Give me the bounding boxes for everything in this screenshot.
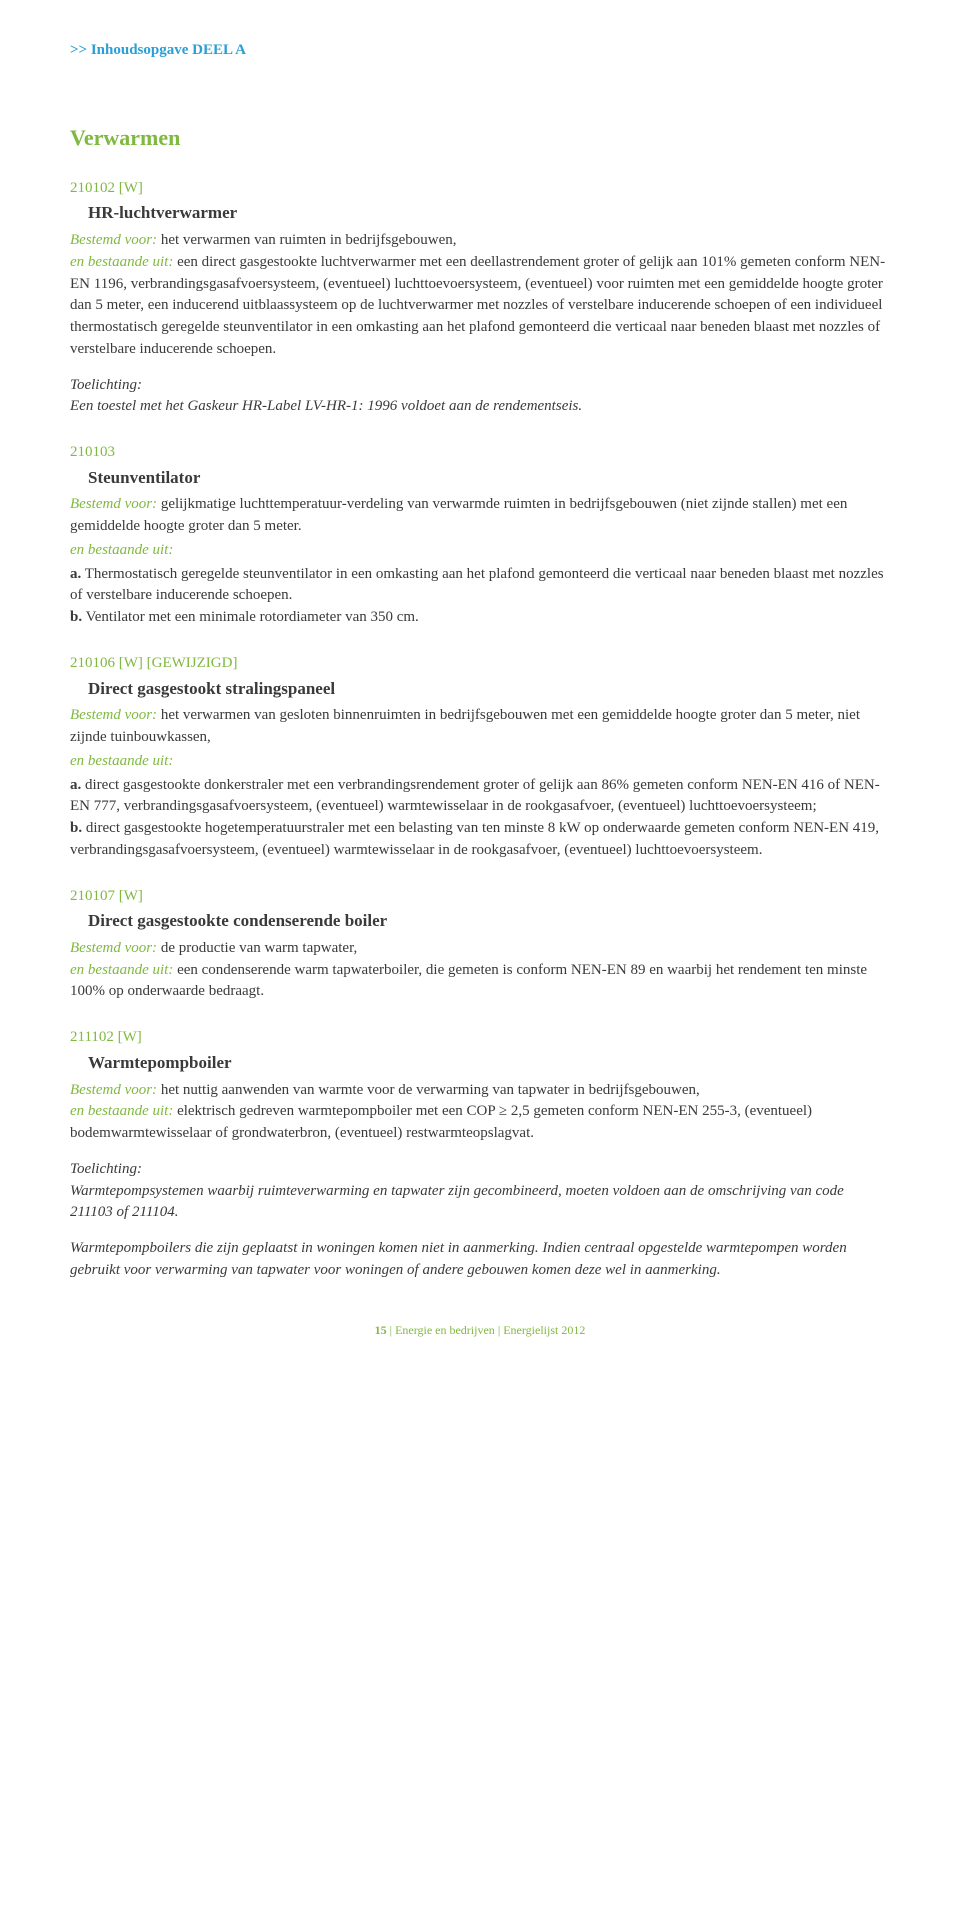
entry-code: 210106 [W] [GEWIJZIGD] — [70, 653, 890, 675]
bestaande-text: elektrisch gedreven warmtepompboiler met… — [70, 1103, 812, 1141]
toelichting-head: Toelichting: — [70, 375, 890, 397]
entry-title: Steunventilator — [70, 466, 890, 491]
entry-body: Bestemd voor: gelijkmatige luchttemperat… — [70, 494, 890, 629]
entry-211102: 211102 [W] Warmtepompboiler Bestemd voor… — [70, 1027, 890, 1281]
bestaande-label: en bestaande uit: — [70, 1103, 173, 1119]
entry-code: 211102 [W] — [70, 1027, 890, 1049]
item-b-label: b. — [70, 820, 82, 836]
footer-sep2: | — [495, 1323, 503, 1337]
entry-210107: 210107 [W] Direct gasgestookte condenser… — [70, 886, 890, 1004]
item-b-text: Ventilator met een minimale rotordiamete… — [82, 609, 419, 625]
entry-210106: 210106 [W] [GEWIJZIGD] Direct gasgestook… — [70, 653, 890, 862]
bestemd-text: het verwarmen van gesloten binnenruimten… — [70, 707, 860, 745]
toelichting: Toelichting: Warmtepompsystemen waarbij … — [70, 1159, 890, 1282]
item-b-label: b. — [70, 609, 82, 625]
toelichting: Toelichting: Een toestel met het Gaskeur… — [70, 375, 890, 419]
footer-tail: Energielijst 2012 — [503, 1323, 585, 1337]
section-title: Verwarmen — [70, 122, 890, 154]
toc-link[interactable]: >> Inhoudsopgave DEEL A — [70, 40, 890, 62]
bestaande-label: en bestaande uit: — [70, 751, 890, 773]
bestaande-text: een condenserende warm tapwaterboiler, d… — [70, 962, 867, 1000]
entry-body: Bestemd voor: het verwarmen van gesloten… — [70, 705, 890, 861]
toelichting-body: Een toestel met het Gaskeur HR-Label LV-… — [70, 396, 890, 418]
entry-code: 210107 [W] — [70, 886, 890, 908]
entry-body: Bestemd voor: het verwarmen van ruimten … — [70, 230, 890, 361]
bestemd-text: het verwarmen van ruimten in bedrijfsgeb… — [157, 232, 457, 248]
bestemd-text: het nuttig aanwenden van warmte voor de … — [157, 1082, 700, 1098]
item-a-label: a. — [70, 566, 81, 582]
footer-sep1: | — [387, 1323, 395, 1337]
entry-title: Direct gasgestookt stralingspaneel — [70, 677, 890, 702]
bestemd-label: Bestemd voor: — [70, 496, 157, 512]
entry-210103: 210103 Steunventilator Bestemd voor: gel… — [70, 442, 890, 629]
entry-code: 210102 [W] — [70, 178, 890, 200]
bestaande-label: en bestaande uit: — [70, 254, 173, 270]
toelichting-p1: Warmtepompsystemen waarbij ruimteverwarm… — [70, 1181, 890, 1225]
bestaande-label: en bestaande uit: — [70, 540, 890, 562]
entry-210102: 210102 [W] HR-luchtverwarmer Bestemd voo… — [70, 178, 890, 418]
footer-page: 15 — [375, 1323, 387, 1337]
bestemd-label: Bestemd voor: — [70, 1082, 157, 1098]
bestaande-label: en bestaande uit: — [70, 962, 173, 978]
entry-body: Bestemd voor: de productie van warm tapw… — [70, 938, 890, 1003]
entry-code: 210103 — [70, 442, 890, 464]
page-footer: 15 | Energie en bedrijven | Energielijst… — [70, 1322, 890, 1339]
bestemd-label: Bestemd voor: — [70, 232, 157, 248]
bestemd-label: Bestemd voor: — [70, 940, 157, 956]
toelichting-p2: Warmtepompboilers die zijn geplaatst in … — [70, 1238, 890, 1282]
entry-body: Bestemd voor: het nuttig aanwenden van w… — [70, 1080, 890, 1145]
entry-title: HR-luchtverwarmer — [70, 201, 890, 226]
entry-title: Warmtepompboiler — [70, 1051, 890, 1076]
entry-title: Direct gasgestookte condenserende boiler — [70, 909, 890, 934]
bestemd-label: Bestemd voor: — [70, 707, 157, 723]
item-b-text: direct gasgestookte hogetemperatuurstral… — [70, 820, 879, 858]
toelichting-head: Toelichting: — [70, 1159, 890, 1181]
item-a-text: Thermostatisch geregelde steunventilator… — [70, 566, 884, 604]
sublist: a. direct gasgestookte donkerstraler met… — [70, 775, 890, 862]
sublist: a. Thermostatisch geregelde steunventila… — [70, 564, 890, 629]
item-a-text: direct gasgestookte donkerstraler met ee… — [70, 777, 880, 815]
bestemd-text: gelijkmatige luchttemperatuur-verdeling … — [70, 496, 847, 534]
footer-mid: Energie en bedrijven — [395, 1323, 495, 1337]
bestaande-text: een direct gasgestookte luchtverwarmer m… — [70, 254, 885, 357]
item-a-label: a. — [70, 777, 81, 793]
bestemd-text: de productie van warm tapwater, — [157, 940, 357, 956]
